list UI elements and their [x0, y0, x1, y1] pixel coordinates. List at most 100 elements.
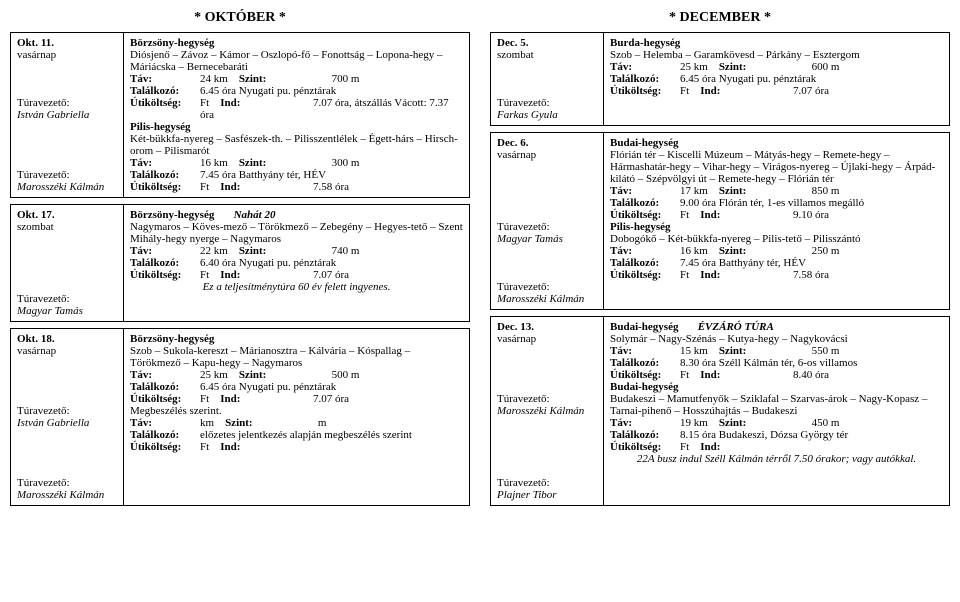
day-text: vasárnap — [497, 149, 597, 161]
label-tav: Táv: — [610, 417, 680, 429]
region-name: Budai-hegység — [610, 321, 678, 333]
val-talalkozo: 8.15 óra Budakeszi, Dózsa György tér — [680, 429, 943, 441]
val-talalkozo: 7.45 óra Batthyány tér, HÉV — [200, 169, 463, 181]
label-tav: Táv: — [610, 245, 680, 257]
entry: Okt. 11.vasárnap Túravezető:István Gabri… — [10, 32, 470, 198]
label-utikoltseg: Útiköltség: — [130, 181, 200, 193]
val-utikoltseg: Ft Ind: 7.07 óra — [200, 269, 463, 281]
label-utikoltseg: Útiköltség: — [130, 441, 200, 453]
val-tav: km Szint: m — [200, 417, 463, 429]
label-utikoltseg: Útiköltség: — [130, 393, 200, 405]
row-talalkozo: Találkozó:8.30 óra Széll Kálmán tér, 6-o… — [610, 357, 943, 369]
region-name: Börzsöny-hegység — [130, 37, 214, 49]
label-talalkozo: Találkozó: — [130, 169, 200, 181]
row-utikoltseg: Útiköltség:Ft Ind: 8.40 óra — [610, 369, 943, 381]
val-talalkozo: 8.30 óra Széll Kálmán tér, 6-os villamos — [680, 357, 943, 369]
row-utikoltseg: Útiköltség:Ft Ind: 7.07 óra — [130, 393, 463, 405]
leader-line: Túravezető: — [497, 477, 597, 489]
label-utikoltseg: Útiköltség: — [130, 269, 200, 281]
label-talalkozo: Találkozó: — [610, 73, 680, 85]
label-talalkozo: Találkozó: — [610, 197, 680, 209]
val-tav: 15 km Szint: 550 m — [680, 345, 943, 357]
route-text: Szob – Helemba – Garamkövesd – Párkány –… — [610, 49, 943, 61]
row-talalkozo: Találkozó:7.45 óra Batthyány tér, HÉV — [130, 169, 463, 181]
region-line: Börzsöny-hegység — [130, 333, 463, 345]
route-text: Nagymaros – Köves-mező – Törökmező – Zeb… — [130, 221, 463, 245]
row-talalkozo: Találkozó:6.45 óra Nyugati pu. pénztárak — [610, 73, 943, 85]
leader-line: Túravezető: — [17, 293, 117, 305]
val-utikoltseg: Ft Ind: 7.07 óra — [200, 393, 463, 405]
row-utikoltseg: Útiköltség:Ft Ind: 7.07 óra, átszállás V… — [130, 97, 463, 121]
row-talalkozo: Találkozó:6.45 óra Nyugati pu. pénztárak — [130, 85, 463, 97]
leader-line: Túravezető: — [497, 221, 597, 233]
note-text: Ez a teljesítménytúra 60 év felett ingye… — [130, 281, 463, 293]
region-name: Budai-hegység — [610, 137, 678, 149]
body-column: Börzsöny-hegységSzob – Sukola-kereszt – … — [124, 328, 470, 506]
row-utikoltseg: Útiköltség:Ft Ind: 9.10 óra — [610, 209, 943, 221]
day-text: szombat — [497, 49, 597, 61]
date-text: Okt. 11. — [17, 37, 117, 49]
row-talalkozo: Találkozó:6.45 óra Nyugati pu. pénztárak — [130, 381, 463, 393]
label-talalkozo: Találkozó: — [130, 429, 200, 441]
region-extra: ÉVZÁRÓ TÚRA — [698, 321, 774, 333]
val-utikoltseg: Ft Ind: 8.40 óra — [680, 369, 943, 381]
row-utikoltseg: Útiköltség:Ft Ind: 7.58 óra — [610, 269, 943, 281]
date-column: Okt. 18.vasárnap Túravezető:István Gabri… — [10, 328, 124, 506]
val-utikoltseg: Ft Ind: 9.10 óra — [680, 209, 943, 221]
row-utikoltseg: Útiköltség:Ft Ind: — [130, 441, 463, 453]
leader-line: Túravezető: — [17, 477, 117, 489]
label-tav: Táv: — [130, 157, 200, 169]
date-column: Dec. 6.vasárnap Túravezető:Magyar Tamás … — [490, 132, 604, 310]
date-column: Dec. 5.szombat Túravezető:Farkas Gyula — [490, 32, 604, 126]
entry: Dec. 6.vasárnap Túravezető:Magyar Tamás … — [490, 132, 950, 310]
val-tav: 25 km Szint: 500 m — [200, 369, 463, 381]
val-tav: 22 km Szint: 740 m — [200, 245, 463, 257]
region-name: Pilis-hegység — [610, 221, 671, 233]
leader-line: Marosszéki Kálmán — [17, 489, 117, 501]
entry: Dec. 5.szombat Túravezető:Farkas GyulaBu… — [490, 32, 950, 126]
val-utikoltseg: Ft Ind: 7.07 óra, átszállás Vácott: 7.37… — [200, 97, 463, 121]
val-talalkozo: 6.45 óra Nyugati pu. pénztárak — [680, 73, 943, 85]
body-column: Burda-hegységSzob – Helemba – Garamköves… — [604, 32, 950, 126]
entry: Okt. 18.vasárnap Túravezető:István Gabri… — [10, 328, 470, 506]
label-utikoltseg: Útiköltség: — [610, 369, 680, 381]
left-column: * OKTÓBER * Okt. 11.vasárnap Túravezető:… — [10, 10, 470, 512]
leader-line: István Gabriella — [17, 417, 117, 429]
date-text: Dec. 13. — [497, 321, 597, 333]
route-text: Dobogókő – Két-bükkfa-nyereg – Pilis-tet… — [610, 233, 943, 245]
row-tav: Táv:15 km Szint: 550 m — [610, 345, 943, 357]
route-text: Flórián tér – Kiscelli Múzeum – Mátyás-h… — [610, 149, 943, 185]
route-text: Budakeszi – Mamutfenyők – Sziklafal – Sz… — [610, 393, 943, 417]
label-utikoltseg: Útiköltség: — [610, 209, 680, 221]
label-utikoltseg: Útiköltség: — [610, 441, 680, 453]
region-line: Budai-hegység — [610, 137, 943, 149]
label-tav: Táv: — [610, 61, 680, 73]
region-extra: Nahát 20 — [234, 209, 276, 221]
val-talalkozo: 9.00 óra Flórán tér, 1-es villamos megál… — [680, 197, 943, 209]
val-tav: 25 km Szint: 600 m — [680, 61, 943, 73]
row-tav: Táv:16 km Szint: 250 m — [610, 245, 943, 257]
leader-line: Marosszéki Kálmán — [497, 405, 597, 417]
val-utikoltseg: Ft Ind: — [200, 441, 463, 453]
entry: Dec. 13.vasárnap Túravezető:Marosszéki K… — [490, 316, 950, 506]
region-line: Pilis-hegység — [610, 221, 943, 233]
val-talalkozo: 6.45 óra Nyugati pu. pénztárak — [200, 85, 463, 97]
label-tav: Táv: — [610, 345, 680, 357]
leader-line: Marosszéki Kálmán — [17, 181, 117, 193]
date-text: Okt. 18. — [17, 333, 117, 345]
region-name: Budai-hegység — [610, 381, 678, 393]
row-utikoltseg: Útiköltség:Ft Ind: — [610, 441, 943, 453]
val-talalkozo: 6.45 óra Nyugati pu. pénztárak — [200, 381, 463, 393]
page: * OKTÓBER * Okt. 11.vasárnap Túravezető:… — [10, 10, 950, 512]
body-column: Budai-hegység ÉVZÁRÓ TÚRASolymár – Nagy-… — [604, 316, 950, 506]
date-text: Okt. 17. — [17, 209, 117, 221]
val-utikoltseg: Ft Ind: — [680, 441, 943, 453]
region-name: Burda-hegység — [610, 37, 680, 49]
date-column: Dec. 13.vasárnap Túravezető:Marosszéki K… — [490, 316, 604, 506]
note-text: 22A busz indul Széll Kálmán térről 7.50 … — [610, 453, 943, 465]
label-utikoltseg: Útiköltség: — [130, 97, 200, 121]
row-talalkozo: Találkozó:előzetes jelentkezés alapján m… — [130, 429, 463, 441]
val-tav: 19 km Szint: 450 m — [680, 417, 943, 429]
label-talalkozo: Találkozó: — [130, 85, 200, 97]
region-line: Burda-hegység — [610, 37, 943, 49]
